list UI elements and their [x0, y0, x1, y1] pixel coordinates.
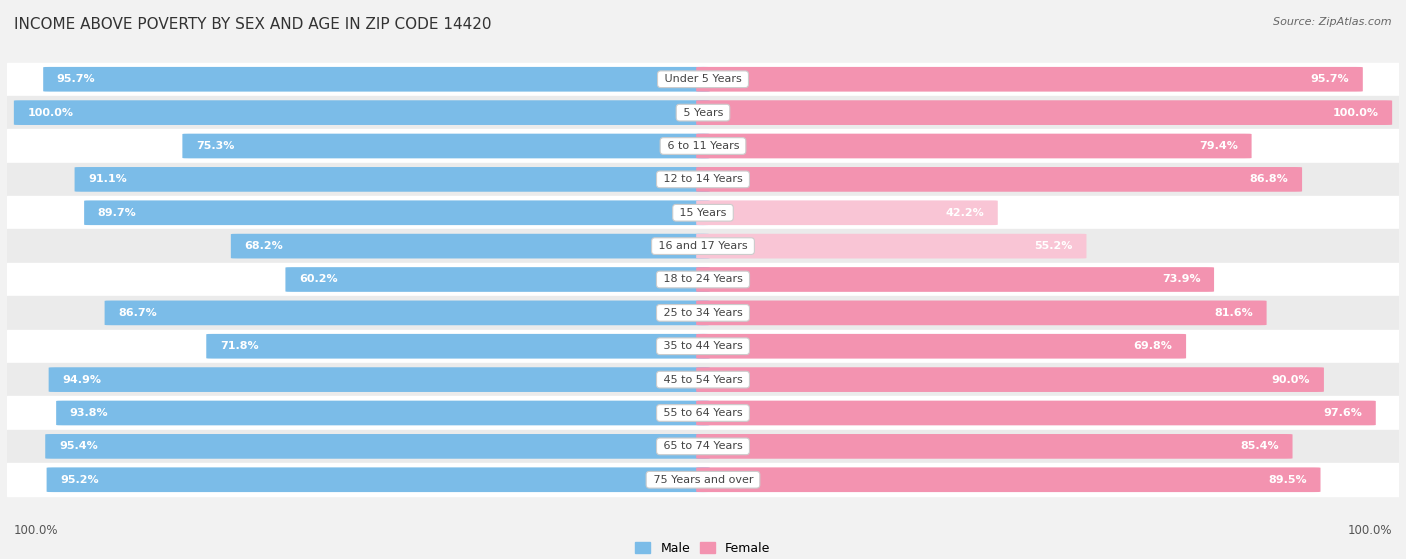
Text: 5 Years: 5 Years [679, 108, 727, 117]
Text: 85.4%: 85.4% [1240, 442, 1279, 451]
Text: 25 to 34 Years: 25 to 34 Years [659, 308, 747, 318]
FancyBboxPatch shape [696, 467, 1320, 492]
Text: 55 to 64 Years: 55 to 64 Years [659, 408, 747, 418]
FancyBboxPatch shape [207, 334, 710, 358]
FancyBboxPatch shape [696, 234, 1087, 258]
Text: 89.7%: 89.7% [98, 208, 136, 218]
FancyBboxPatch shape [75, 167, 710, 192]
FancyBboxPatch shape [696, 201, 998, 225]
FancyBboxPatch shape [56, 401, 710, 425]
Bar [7, 396, 1399, 430]
Text: 93.8%: 93.8% [70, 408, 108, 418]
Bar [7, 363, 1399, 396]
FancyBboxPatch shape [696, 100, 1392, 125]
Text: 60.2%: 60.2% [299, 274, 337, 285]
Text: 69.8%: 69.8% [1133, 341, 1173, 351]
Text: 95.2%: 95.2% [60, 475, 98, 485]
Text: 81.6%: 81.6% [1215, 308, 1253, 318]
Text: 65 to 74 Years: 65 to 74 Years [659, 442, 747, 451]
Text: Source: ZipAtlas.com: Source: ZipAtlas.com [1274, 17, 1392, 27]
FancyBboxPatch shape [696, 401, 1376, 425]
Bar [7, 229, 1399, 263]
FancyBboxPatch shape [696, 334, 1187, 358]
Text: 100.0%: 100.0% [14, 524, 59, 537]
Text: 79.4%: 79.4% [1199, 141, 1237, 151]
FancyBboxPatch shape [231, 234, 710, 258]
Text: Under 5 Years: Under 5 Years [661, 74, 745, 84]
Bar [7, 96, 1399, 129]
Text: 89.5%: 89.5% [1268, 475, 1306, 485]
Bar [7, 63, 1399, 96]
Text: 94.9%: 94.9% [62, 375, 101, 385]
Bar [7, 263, 1399, 296]
Text: 55.2%: 55.2% [1035, 241, 1073, 251]
Text: 73.9%: 73.9% [1161, 274, 1201, 285]
Text: 100.0%: 100.0% [28, 108, 73, 117]
FancyBboxPatch shape [183, 134, 710, 158]
Text: 71.8%: 71.8% [219, 341, 259, 351]
FancyBboxPatch shape [46, 467, 710, 492]
Text: 86.8%: 86.8% [1250, 174, 1288, 184]
Text: 100.0%: 100.0% [1333, 108, 1378, 117]
FancyBboxPatch shape [696, 434, 1292, 459]
Bar [7, 330, 1399, 363]
FancyBboxPatch shape [84, 201, 710, 225]
Text: 45 to 54 Years: 45 to 54 Years [659, 375, 747, 385]
Text: 16 and 17 Years: 16 and 17 Years [655, 241, 751, 251]
Text: 95.7%: 95.7% [1310, 74, 1350, 84]
FancyBboxPatch shape [696, 134, 1251, 158]
FancyBboxPatch shape [696, 67, 1362, 92]
FancyBboxPatch shape [44, 67, 710, 92]
Text: 97.6%: 97.6% [1323, 408, 1362, 418]
Bar [7, 296, 1399, 330]
Text: 75 Years and over: 75 Years and over [650, 475, 756, 485]
FancyBboxPatch shape [45, 434, 710, 459]
Bar [7, 430, 1399, 463]
Text: 95.7%: 95.7% [56, 74, 96, 84]
Text: 91.1%: 91.1% [89, 174, 127, 184]
Text: 12 to 14 Years: 12 to 14 Years [659, 174, 747, 184]
FancyBboxPatch shape [696, 301, 1267, 325]
Text: 18 to 24 Years: 18 to 24 Years [659, 274, 747, 285]
Text: 95.4%: 95.4% [59, 442, 97, 451]
FancyBboxPatch shape [696, 167, 1302, 192]
Text: 6 to 11 Years: 6 to 11 Years [664, 141, 742, 151]
Bar [7, 196, 1399, 229]
Text: 68.2%: 68.2% [245, 241, 283, 251]
Legend: Male, Female: Male, Female [636, 542, 770, 555]
FancyBboxPatch shape [696, 367, 1324, 392]
Text: 90.0%: 90.0% [1272, 375, 1310, 385]
Text: 42.2%: 42.2% [945, 208, 984, 218]
FancyBboxPatch shape [104, 301, 710, 325]
Text: 75.3%: 75.3% [195, 141, 235, 151]
Text: 35 to 44 Years: 35 to 44 Years [659, 341, 747, 351]
Text: 15 Years: 15 Years [676, 208, 730, 218]
FancyBboxPatch shape [285, 267, 710, 292]
FancyBboxPatch shape [14, 100, 710, 125]
Text: INCOME ABOVE POVERTY BY SEX AND AGE IN ZIP CODE 14420: INCOME ABOVE POVERTY BY SEX AND AGE IN Z… [14, 17, 492, 32]
Text: 100.0%: 100.0% [1347, 524, 1392, 537]
Bar [7, 163, 1399, 196]
FancyBboxPatch shape [49, 367, 710, 392]
Text: 86.7%: 86.7% [118, 308, 157, 318]
FancyBboxPatch shape [696, 267, 1213, 292]
Bar [7, 129, 1399, 163]
Bar [7, 463, 1399, 496]
